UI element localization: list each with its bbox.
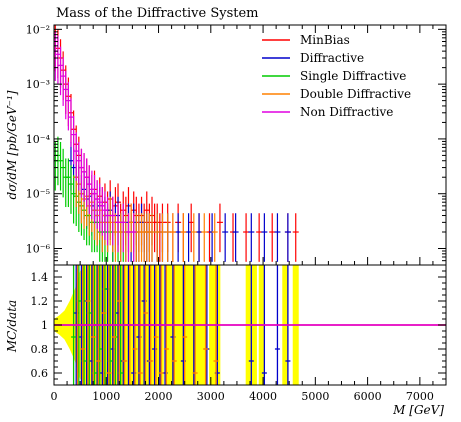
x-tick-label: 3000 [197, 390, 225, 403]
legend-label: Single Diffractive [300, 69, 406, 83]
y-tick-label: 10⁻³ [26, 78, 50, 91]
ratio-y-axis-label: MC/data [5, 300, 19, 353]
legend-label: Non Diffractive [300, 105, 393, 119]
x-tick-label: 4000 [249, 390, 277, 403]
x-tick-label: 7000 [406, 390, 434, 403]
x-tick-label: 6000 [354, 390, 382, 403]
series-double-diffractive [73, 158, 218, 262]
y-tick-label: 10⁻² [26, 23, 50, 36]
ratio-y-tick-label: 0.6 [31, 367, 49, 380]
x-tick-label: 5000 [301, 390, 329, 403]
y-tick-label: 10⁻⁴ [26, 133, 51, 146]
ratio-y-tick-label: 1 [41, 319, 48, 332]
y-tick-label: 10⁻⁵ [26, 188, 50, 201]
main-plot-area [54, 25, 299, 262]
legend-label: MinBias [300, 33, 350, 47]
x-tick-label: 1000 [92, 390, 120, 403]
x-axis-label: M [GeV] [392, 403, 444, 417]
ratio-y-tick-label: 1.2 [31, 295, 49, 308]
ratio-y-tick-label: 1.4 [31, 271, 49, 284]
ratio-axes: 0.6 0.8 1 1.2 1.4 0 1000 2000 3000 4000 5000 6000 70… [31, 264, 447, 403]
ratio-y-tick-label: 0.8 [31, 343, 49, 356]
main-panel: 10⁻⁶ 10⁻⁵ 10⁻⁴ 10⁻³ 10⁻² dσ/dM [pb/GeV⁻¹] Mi… [5, 23, 447, 266]
legend: MinBias Diffractive Single Diffractive Doub… [262, 33, 411, 119]
ratio-plot-area [54, 265, 446, 385]
ratio-panel: 0.6 0.8 1 1.2 1.4 0 1000 2000 3000 4000 5000 6000 70… [5, 264, 447, 417]
legend-label: Double Diffractive [300, 87, 411, 101]
y-axis-label: dσ/dM [pb/GeV⁻¹] [5, 90, 19, 199]
main-axes: 10⁻⁶ 10⁻⁵ 10⁻⁴ 10⁻³ 10⁻² [26, 23, 447, 266]
x-tick-label: 0 [51, 390, 58, 403]
legend-label: Diffractive [300, 51, 364, 65]
x-tick-label: 2000 [145, 390, 173, 403]
y-tick-label: 10⁻⁶ [26, 243, 51, 256]
series-non-diffractive [54, 32, 137, 262]
chart-title: Mass of the Diffractive System [56, 6, 259, 21]
